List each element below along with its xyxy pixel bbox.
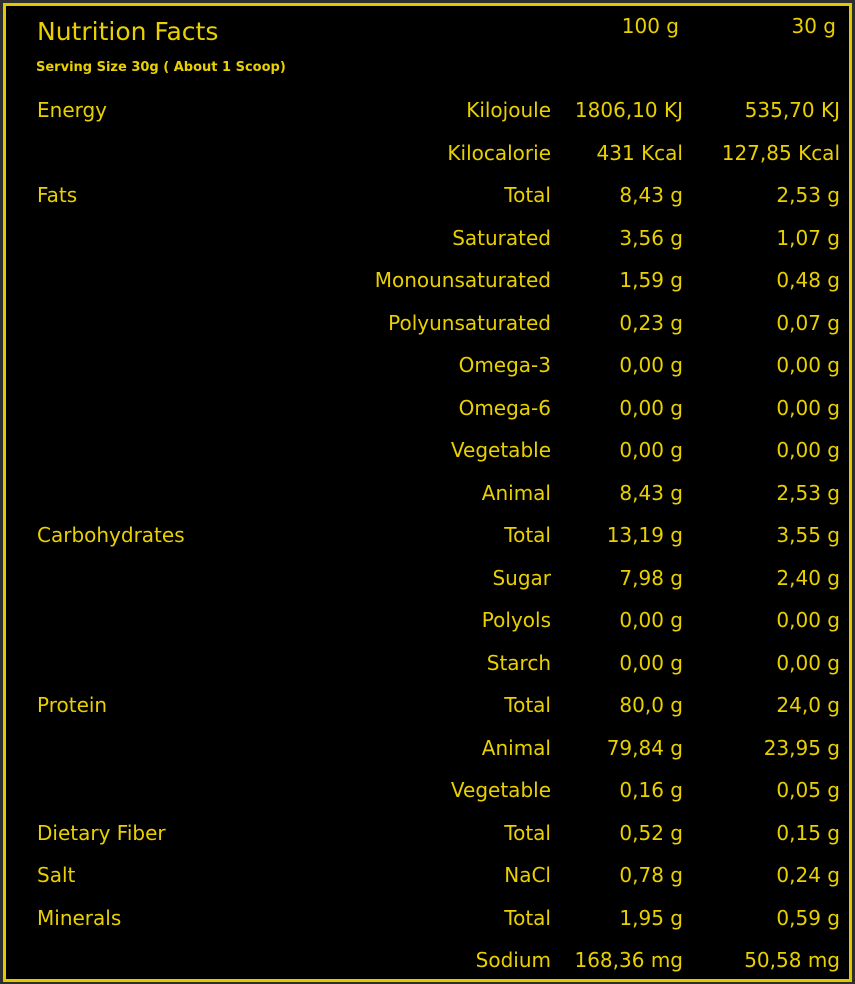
row-label: Omega-6 [458, 395, 551, 420]
value-per-30g: 0,48 g [776, 268, 840, 292]
nutrition-facts-panel: Nutrition Facts Serving Size 30g ( About… [3, 3, 852, 982]
table-row: Monounsaturated 1,59 g 0,48 g [6, 260, 849, 303]
row-category: Carbohydrates [37, 523, 185, 547]
table-row: Polyunsaturated 0,23 g 0,07 g [6, 303, 849, 346]
table-row: Dietary Fiber Total 0,52 g 0,15 g [6, 813, 849, 856]
value-per-30g: 24,0 g [776, 693, 840, 717]
table-row: Energy Kilojoule 1806,10 KJ 535,70 KJ [6, 90, 849, 133]
table-row: Omega-3 0,00 g 0,00 g [6, 345, 849, 388]
row-label: Animal [481, 735, 551, 760]
value-per-100g: 8,43 g [619, 480, 683, 505]
row-label: Total [504, 523, 551, 547]
row-category: Minerals [37, 905, 122, 930]
value-per-30g: 0,00 g [776, 353, 840, 377]
value-per-30g: 0,00 g [776, 608, 840, 632]
value-per-30g: 0,00 g [776, 438, 840, 462]
row-label: Vegetable [450, 438, 551, 462]
value-per-100g: 0,00 g [619, 650, 683, 675]
table-row: Sodium 168,36 mg 50,58 mg [6, 940, 849, 983]
value-per-30g: 127,85 Kcal [721, 140, 840, 165]
value-per-100g: 3,56 g [619, 225, 683, 250]
value-per-30g: 2,53 g [776, 183, 840, 207]
value-per-100g: 431 Kcal [596, 140, 683, 165]
value-per-100g: 0,23 g [619, 310, 683, 335]
value-per-30g: 0,05 g [776, 778, 840, 802]
value-per-100g: 0,00 g [619, 395, 683, 420]
value-per-100g: 0,16 g [619, 778, 683, 802]
row-label: Total [504, 693, 551, 717]
value-per-30g: 0,24 g [776, 863, 840, 887]
table-row: Vegetable 0,16 g 0,05 g [6, 770, 849, 813]
row-category: Energy [37, 98, 108, 122]
value-per-100g: 1,95 g [619, 905, 683, 930]
page-title: Nutrition Facts [37, 17, 219, 46]
row-label: Starch [486, 650, 551, 675]
row-label: Kilocalorie [447, 140, 551, 165]
row-label: Animal [481, 480, 551, 505]
row-label: Polyols [481, 608, 551, 632]
row-label: Total [504, 820, 551, 845]
table-row: Omega-6 0,00 g 0,00 g [6, 388, 849, 431]
value-per-100g: 0,52 g [619, 820, 683, 845]
value-per-100g: 79,84 g [606, 735, 683, 760]
row-label: Kilojoule [466, 98, 551, 122]
value-per-30g: 3,55 g [776, 523, 840, 547]
row-label: Omega-3 [458, 353, 551, 377]
value-per-30g: 1,07 g [776, 225, 840, 250]
table-row: Fats Total 8,43 g 2,53 g [6, 175, 849, 218]
value-per-100g: 0,00 g [619, 438, 683, 462]
table-row: Kilocalorie 431 Kcal 127,85 Kcal [6, 133, 849, 176]
value-per-30g: 2,40 g [776, 565, 840, 590]
row-label: Sugar [492, 565, 551, 590]
row-label: Total [504, 183, 551, 207]
value-per-100g: 0,78 g [619, 863, 683, 887]
value-per-30g: 2,53 g [776, 480, 840, 505]
row-label: Sodium [475, 948, 551, 972]
value-per-30g: 0,00 g [776, 395, 840, 420]
value-per-100g: 1806,10 KJ [574, 98, 683, 122]
row-label: Monounsaturated [374, 268, 551, 292]
table-row: Protein Total 80,0 g 24,0 g [6, 685, 849, 728]
row-label: Vegetable [450, 778, 551, 802]
value-per-100g: 0,00 g [619, 608, 683, 632]
table-row: Polyols 0,00 g 0,00 g [6, 600, 849, 643]
value-per-100g: 13,19 g [606, 523, 683, 547]
value-per-30g: 0,07 g [776, 310, 840, 335]
value-per-30g: 23,95 g [763, 735, 840, 760]
row-label: Total [504, 905, 551, 930]
row-category: Protein [37, 693, 108, 717]
value-per-100g: 7,98 g [619, 565, 683, 590]
value-per-30g: 0,00 g [776, 650, 840, 675]
table-row: Minerals Total 1,95 g 0,59 g [6, 898, 849, 941]
table-row: Starch 0,00 g 0,00 g [6, 643, 849, 686]
row-label: Polyunsaturated [388, 310, 551, 335]
value-per-100g: 80,0 g [619, 693, 683, 717]
row-label: NaCl [504, 863, 551, 887]
row-category: Salt [37, 863, 76, 887]
value-per-100g: 168,36 mg [574, 948, 683, 972]
serving-size: Serving Size 30g ( About 1 Scoop) [36, 60, 286, 75]
value-per-100g: 0,00 g [619, 353, 683, 377]
value-per-100g: 8,43 g [619, 183, 683, 207]
table-row: Salt NaCl 0,78 g 0,24 g [6, 855, 849, 898]
table-row: Vegetable 0,00 g 0,00 g [6, 430, 849, 473]
column-header-30g: 30 g [791, 14, 836, 38]
value-per-30g: 535,70 KJ [744, 98, 840, 122]
table-row: Animal 79,84 g 23,95 g [6, 728, 849, 771]
value-per-100g: 1,59 g [619, 268, 683, 292]
table-row: Animal 8,43 g 2,53 g [6, 473, 849, 516]
value-per-30g: 0,59 g [776, 905, 840, 930]
table-row: Sugar 7,98 g 2,40 g [6, 558, 849, 601]
row-label: Saturated [452, 225, 551, 250]
nutrition-table: Energy Kilojoule 1806,10 KJ 535,70 KJ Kiloca… [6, 90, 849, 983]
row-category: Fats [37, 183, 78, 207]
row-category: Dietary Fiber [37, 820, 166, 845]
value-per-30g: 50,58 mg [744, 948, 840, 972]
table-row: Carbohydrates Total 13,19 g 3,55 g [6, 515, 849, 558]
column-header-100g: 100 g [621, 14, 679, 38]
value-per-30g: 0,15 g [776, 820, 840, 845]
table-row: Saturated 3,56 g 1,07 g [6, 218, 849, 261]
